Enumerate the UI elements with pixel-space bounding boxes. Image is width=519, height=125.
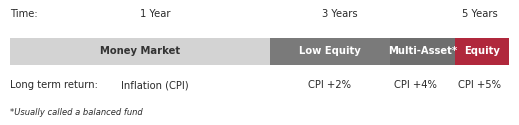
Text: CPI +2%: CPI +2% bbox=[308, 80, 351, 90]
Text: Low Equity: Low Equity bbox=[299, 46, 361, 56]
Text: Equity: Equity bbox=[464, 46, 500, 56]
Text: CPI +4%: CPI +4% bbox=[393, 80, 436, 90]
Text: *Usually called a balanced fund: *Usually called a balanced fund bbox=[10, 108, 143, 117]
Text: 1 Year: 1 Year bbox=[140, 9, 170, 19]
Text: 5 Years: 5 Years bbox=[462, 9, 498, 19]
Bar bbox=[390, 38, 455, 65]
Bar bbox=[10, 38, 270, 65]
Text: 3 Years: 3 Years bbox=[322, 9, 358, 19]
Text: Time:: Time: bbox=[10, 9, 37, 19]
Bar bbox=[270, 38, 390, 65]
Text: Long term return:: Long term return: bbox=[10, 80, 98, 90]
Text: Money Market: Money Market bbox=[100, 46, 180, 56]
Text: CPI +5%: CPI +5% bbox=[458, 80, 501, 90]
Bar bbox=[455, 38, 509, 65]
Text: Multi-Asset*: Multi-Asset* bbox=[388, 46, 457, 56]
Text: Inflation (CPI): Inflation (CPI) bbox=[121, 80, 189, 90]
